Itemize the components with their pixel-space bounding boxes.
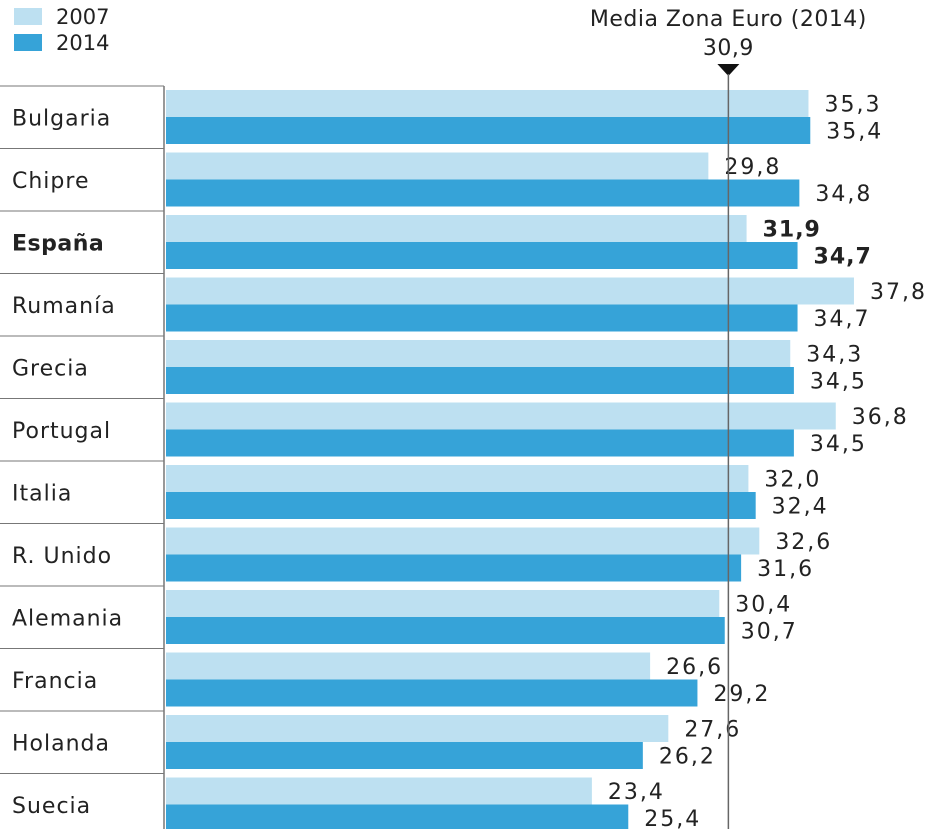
value-label-2014: 32,4	[772, 495, 829, 520]
value-label-2007: 30,4	[735, 593, 792, 618]
bar-2014	[166, 555, 741, 582]
category-label: Portugal	[12, 419, 111, 444]
category-label: Bulgaria	[12, 106, 111, 131]
legend-swatch-2007	[14, 8, 42, 25]
value-label-2007: 26,6	[666, 655, 723, 680]
category-label: Francia	[12, 669, 98, 694]
bar-2007	[166, 465, 748, 492]
reference-line-label: Media Zona Euro (2014)	[590, 7, 867, 32]
bar-2007	[166, 403, 836, 430]
value-label-2007: 37,8	[870, 280, 927, 305]
reference-line-value: 30,9	[703, 36, 754, 61]
bar-2007	[166, 153, 708, 180]
value-label-2014: 34,8	[815, 182, 872, 207]
bar-2007	[166, 715, 668, 742]
bar-2014	[166, 430, 794, 457]
category-label: Chipre	[12, 169, 89, 194]
value-label-2014: 30,7	[741, 620, 798, 645]
bars-group: Bulgaria 35,335,4 Chipre 29,8 34,8 España 31,9…	[12, 90, 927, 829]
value-label-2014: 34,7	[814, 307, 871, 332]
value-label-2014: 34,5	[810, 432, 867, 457]
bar-2014	[166, 805, 628, 829]
value-label-2007: 31,9	[763, 218, 821, 243]
bar-2007	[166, 528, 759, 555]
bar-2007	[166, 590, 719, 617]
value-label-2007: 23,4	[608, 780, 665, 805]
bar-2014	[166, 242, 798, 269]
category-label: Holanda	[12, 731, 110, 756]
value-label-2007: 34,3	[806, 343, 863, 368]
bar-2007	[166, 778, 592, 805]
bar-2014	[166, 617, 725, 644]
legend-label-2014: 2014	[56, 31, 109, 55]
bar-2014	[166, 492, 756, 519]
value-label-2007: 35,3	[824, 93, 881, 118]
category-label: Alemania	[12, 606, 123, 631]
bar-2014	[166, 680, 697, 707]
category-label: R. Unido	[12, 544, 112, 569]
bar-2007	[166, 90, 808, 117]
value-label-2014: 25,4	[644, 807, 701, 829]
value-label-2014: 29,2	[713, 682, 770, 707]
bar-2007	[166, 340, 790, 367]
category-label: Italia	[12, 481, 72, 506]
bar-2007	[166, 215, 747, 242]
legend-swatch-2014	[14, 34, 42, 51]
bar-2007	[166, 653, 650, 680]
legend: 2007 2014	[14, 5, 109, 55]
value-label-2014: 26,2	[659, 745, 716, 770]
bar-2014	[166, 742, 643, 769]
bar-2014	[166, 367, 794, 394]
reference-annotation: Media Zona Euro (2014) 30,9	[590, 7, 867, 76]
chart-frame	[0, 86, 164, 829]
category-label: Rumanía	[12, 294, 116, 319]
bar-2014	[166, 117, 810, 144]
bar-2014	[166, 180, 799, 207]
value-label-2007: 29,8	[724, 155, 781, 180]
category-label: Grecia	[12, 356, 89, 381]
legend-label-2007: 2007	[56, 5, 109, 29]
value-label-2007: 27,6	[684, 718, 741, 743]
bar-2014	[166, 305, 798, 332]
value-label-2007: 36,8	[852, 405, 909, 430]
value-label-2014: 35,4	[826, 120, 883, 145]
category-label: Suecia	[12, 794, 91, 819]
value-label-2007: 32,0	[764, 468, 821, 493]
value-label-2014: 34,7	[814, 245, 872, 270]
value-label-2014: 31,6	[757, 557, 814, 582]
bar-2007	[166, 278, 854, 305]
category-label: España	[12, 231, 104, 256]
value-label-2014: 34,5	[810, 370, 867, 395]
value-label-2007: 32,6	[775, 530, 832, 555]
